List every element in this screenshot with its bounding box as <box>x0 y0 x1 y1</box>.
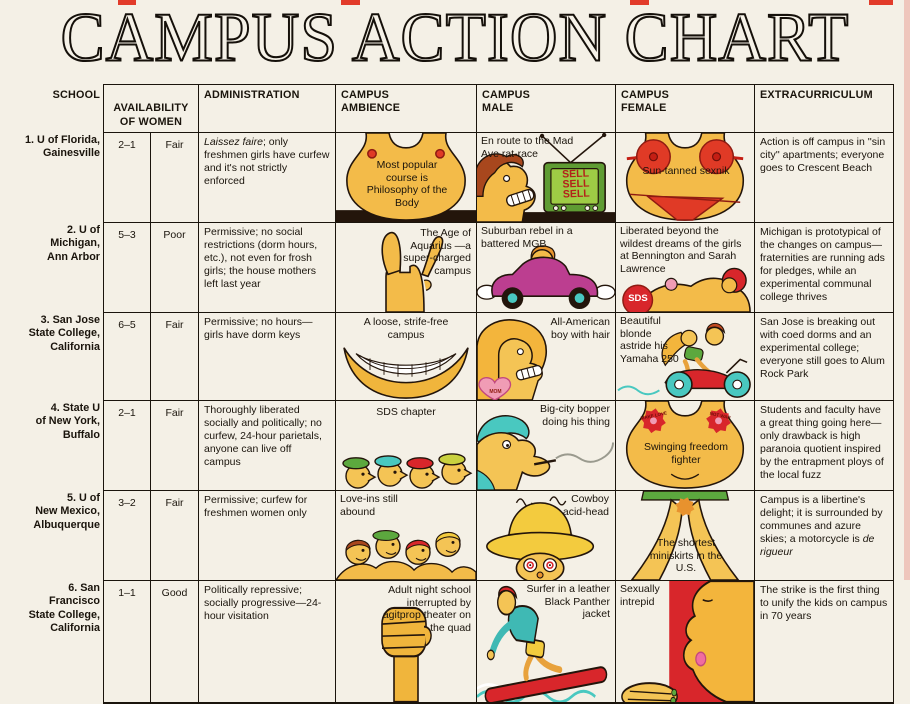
bopper-smoking-illustration <box>477 415 615 490</box>
ratio-cell: 2–1 <box>104 401 151 491</box>
extracurriculum-cell: Action is off campus in ''sin city'' apa… <box>755 133 893 223</box>
administration-cell: Permissive; no social restrictions (dorm… <box>199 223 336 313</box>
pasties-torso-illustration <box>626 401 744 489</box>
administration-cell: Laissez faire; only freshmen girls have … <box>199 133 336 223</box>
bikini-torso-illustration <box>626 133 744 221</box>
female-cell: Swinging freedom fighter MAKE LOVE NOT W… <box>616 401 755 491</box>
female-caption: The shortest miniskirts in the U.S. <box>649 537 723 575</box>
availability-title: AVAILABILITY OF WOMEN <box>113 102 189 128</box>
ambience-cell: SDS chapter <box>336 401 477 491</box>
female-cell: Beautiful blonde astride his Yamaha 250 <box>616 313 755 401</box>
extracurriculum-cell: The strike is the first thing to unify t… <box>755 581 893 703</box>
cowboy-acid-head-illustration <box>486 496 595 580</box>
male-cell: Surfer in a leather Black Panther jacket <box>477 581 616 703</box>
print-registration-mark <box>118 0 136 5</box>
ambience-caption: Love-ins still abound <box>340 493 398 518</box>
header-campus-male: CAMPUS MALE <box>477 85 616 133</box>
female-torso-illustration <box>336 133 476 222</box>
rating-cell: Fair <box>151 491 199 581</box>
female-cell: The shortest miniskirts in the U.S. <box>616 491 755 581</box>
female-caption: Liberated beyond the wildest dreams of t… <box>620 225 742 275</box>
male-cell: All-American boy with hair MOM <box>477 313 616 401</box>
female-cell: Liberated beyond the wildest dreams of t… <box>616 223 755 313</box>
miniskirt-legs-illustration <box>630 491 740 580</box>
school-label: 2. U of Michigan, Ann Arbor <box>47 224 100 263</box>
ambience-cell: The Age of Aquarius —a super-charged cam… <box>336 223 477 313</box>
page-title: CAMPUS ACTION CHART <box>60 0 850 77</box>
female-caption: Sun-tanned sexnik <box>642 165 730 177</box>
ambience-caption: A loose, strife-free campus <box>363 316 449 341</box>
ambience-caption: SDS chapter <box>376 406 436 418</box>
campus-action-table: AVAILABILITY OF WOMEN on-campus-off m/f … <box>103 84 894 704</box>
male-caption: Suburban rebel in a battered MGB <box>481 225 573 250</box>
love-in-crowd-illustration <box>336 529 476 580</box>
extracurriculum-cell: Students and faculty have a great thing … <box>755 401 893 491</box>
administration-cell: Permissive; no hours—girls have dorm key… <box>199 313 336 401</box>
motorcycle-couple-illustration <box>617 322 751 398</box>
administration-cell: Thoroughly liberated socially and politi… <box>199 401 336 491</box>
school-header-label: SCHOOL <box>52 89 100 101</box>
big-smile-illustration <box>343 347 469 399</box>
female-caption: Beautiful blonde astride his Yamaha 250 <box>620 315 679 365</box>
rating-cell: Good <box>151 581 199 703</box>
ambience-cell: Love-ins still abound <box>336 491 477 581</box>
header-campus-ambience: CAMPUS AMBIENCE <box>336 85 477 133</box>
extracurriculum-cell: Michigan is prototypical of the changes … <box>755 223 893 313</box>
ratio-cell: 2–1 <box>104 133 151 223</box>
male-cell: Big-city bopper doing his thing <box>477 401 616 491</box>
school-label: 6. San Francisco State College, Californ… <box>28 582 100 635</box>
tv-screen-text: SELL SELL SELL <box>561 167 590 201</box>
print-registration-mark <box>341 0 360 5</box>
school-label: 5. U of New Mexico, Albuquerque <box>33 492 100 531</box>
administration-cell: Permissive; curfew for freshmen women on… <box>199 491 336 581</box>
longhair-boy-illustration <box>477 319 547 400</box>
school-label: 1. U of Florida, Gainesville <box>25 134 100 160</box>
male-caption: En route to the Mad Ave rat-race <box>481 135 574 160</box>
ambience-caption: Most popular course is Philosophy of the… <box>366 159 448 209</box>
rating-cell: Fair <box>151 401 199 491</box>
ratio-cell: 5–3 <box>104 223 151 313</box>
rating-cell: Poor <box>151 223 199 313</box>
school-label: 3. San Jose State College, California <box>28 314 100 353</box>
mgb-car-illustration <box>477 245 615 310</box>
ratio-cell: 6–5 <box>104 313 151 401</box>
reclining-coed-illustration <box>622 267 751 312</box>
ratio-cell: 3–2 <box>104 491 151 581</box>
header-campus-female: CAMPUS FEMALE <box>616 85 755 133</box>
rating-cell: Fair <box>151 133 199 223</box>
header-extracurriculum: EXTRACURRICULUM <box>755 85 893 133</box>
male-cell: En route to the Mad Ave rat-race SELL SE… <box>477 133 616 223</box>
ambience-cell: Adult night school interrupted by agitpr… <box>336 581 477 703</box>
ambience-caption: Adult night school interrupted by agitpr… <box>382 584 471 634</box>
admen-tv-illustration <box>477 133 615 222</box>
header-administration: ADMINISTRATION <box>199 85 336 133</box>
male-caption: All-American boy with hair <box>550 316 610 341</box>
administration-cell: Politically repressive; socially progres… <box>199 581 336 703</box>
school-label: 4. State U of New York, Buffalo <box>35 402 100 441</box>
male-caption: Big-city bopper doing his thing <box>539 403 610 428</box>
male-cell: Suburban rebel in a battered MGB <box>477 223 616 313</box>
beret-heads-illustration <box>342 453 473 489</box>
female-cell: Sun-tanned sexnik <box>616 133 755 223</box>
female-caption: Sexually intrepid <box>620 583 660 608</box>
ambience-cell: Most popular course is Philosophy of the… <box>336 133 477 223</box>
male-cell: Cowboy acid-head <box>477 491 616 581</box>
male-caption: Surfer in a leather Black Panther jacket <box>526 583 610 621</box>
extracurriculum-cell: San Jose is breaking out with coed dorms… <box>755 313 893 401</box>
male-caption: Cowboy acid-head <box>562 493 609 518</box>
female-cell: Sexually intrepid <box>616 581 755 703</box>
heart-tattoo-text: MOM <box>489 389 502 395</box>
ambience-cell: A loose, strife-free campus <box>336 313 477 401</box>
print-registration-mark <box>869 0 893 5</box>
female-caption: Swinging freedom fighter <box>643 441 729 466</box>
rating-cell: Fair <box>151 313 199 401</box>
ratio-cell: 1–1 <box>104 581 151 703</box>
page-edge-strip <box>904 0 910 580</box>
peace-sign-hand-illustration <box>381 231 444 312</box>
extracurriculum-cell: Campus is a libertine's delight; it is s… <box>755 491 893 581</box>
ambience-caption: The Age of Aquarius —a super-charged cam… <box>403 227 471 277</box>
sds-badge-text: SDS <box>628 293 648 304</box>
print-registration-mark <box>630 0 649 5</box>
header-availability: AVAILABILITY OF WOMEN on-campus-off m/f … <box>104 85 199 133</box>
